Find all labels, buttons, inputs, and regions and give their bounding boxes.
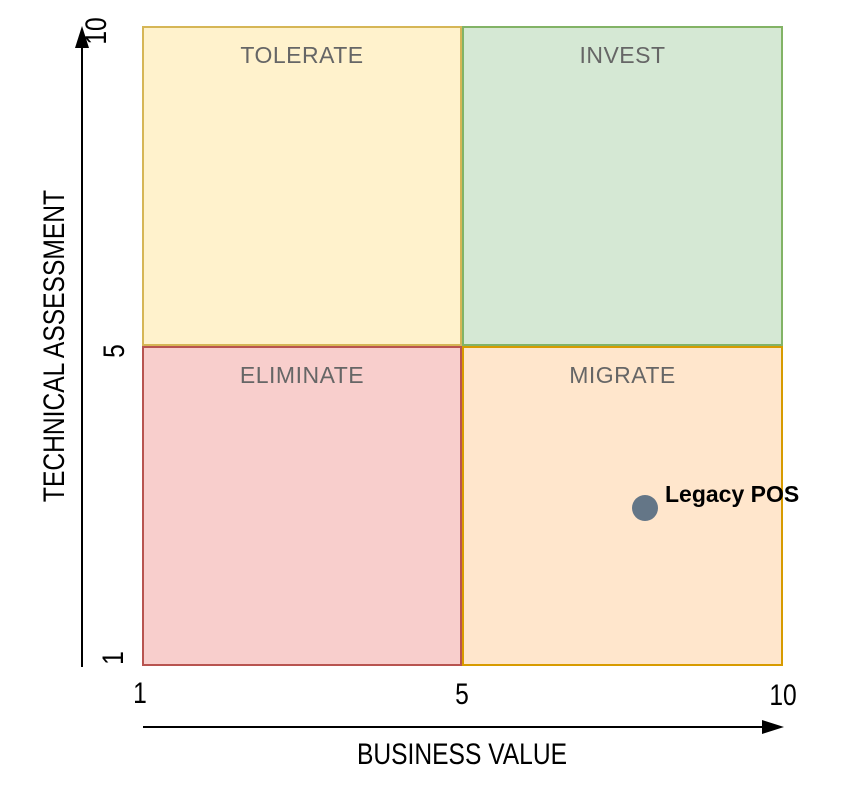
y-tick-5: 5 — [98, 344, 131, 358]
quadrant-label-eliminate: ELIMINATE — [239, 362, 365, 388]
data-point-label: Legacy POS — [665, 481, 800, 507]
quadrant-invest: INVEST — [462, 26, 783, 346]
data-point-legacy-pos — [632, 495, 658, 521]
quadrant-label-tolerate: TOLERATE — [240, 42, 364, 68]
y-tick-1: 1 — [97, 651, 130, 665]
y-axis-arrowhead-icon — [75, 26, 89, 48]
quadrant-label-migrate: MIGRATE — [569, 362, 676, 388]
y-axis-title: TECHNICAL ASSESSMENT — [38, 189, 71, 503]
x-tick-5: 5 — [455, 678, 469, 711]
x-tick-1: 1 — [133, 677, 147, 710]
quadrant-migrate: MIGRATE — [462, 346, 783, 666]
quadrant-eliminate: ELIMINATE — [142, 346, 462, 666]
x-axis-arrowhead-icon — [762, 720, 784, 734]
x-axis-title: BUSINESS VALUE — [356, 738, 568, 771]
quadrant-label-invest: INVEST — [579, 42, 666, 68]
quadrant-tolerate: TOLERATE — [142, 26, 462, 346]
x-tick-10: 10 — [769, 679, 797, 712]
y-tick-10: 10 — [80, 17, 113, 45]
